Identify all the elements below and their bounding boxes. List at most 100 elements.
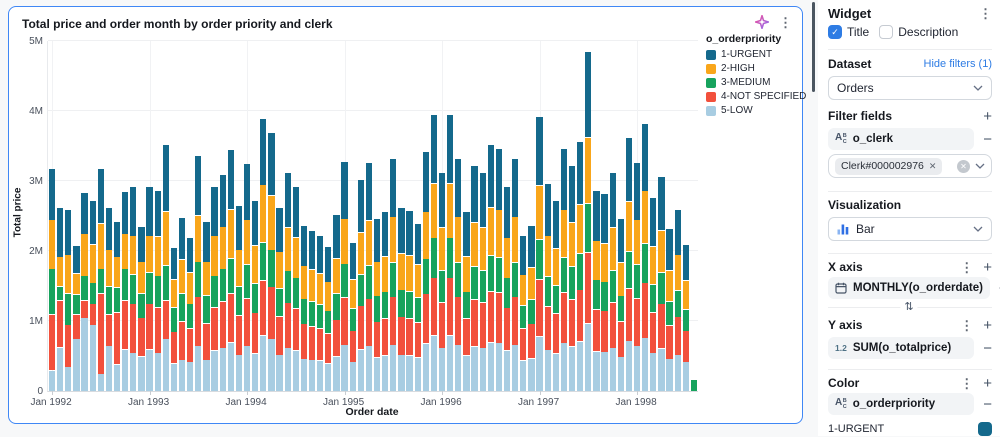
bar-segment[interactable]: [325, 247, 332, 282]
bar-segment[interactable]: [455, 345, 462, 391]
bar-segment[interactable]: [650, 312, 657, 353]
bar-segment[interactable]: [544, 306, 551, 350]
bar-segment[interactable]: [666, 359, 673, 391]
bar-segment[interactable]: [170, 332, 178, 363]
bar-segment[interactable]: [430, 335, 438, 391]
bar-segment[interactable]: [674, 317, 681, 355]
bar-segment[interactable]: [495, 292, 503, 343]
bar-segment[interactable]: [333, 293, 340, 320]
bar-segment[interactable]: [260, 118, 267, 185]
bar-segment[interactable]: [97, 269, 104, 293]
bar-segment[interactable]: [317, 304, 324, 328]
bar-segment[interactable]: [438, 348, 446, 391]
bar-segment[interactable]: [113, 365, 121, 391]
bar-segment[interactable]: [105, 286, 113, 314]
bar-segment[interactable]: [544, 276, 551, 307]
bar-segment[interactable]: [536, 239, 543, 279]
bar-segment[interactable]: [463, 256, 470, 292]
bar-segment[interactable]: [146, 187, 153, 236]
bar-segment[interactable]: [73, 246, 80, 274]
bar-segment[interactable]: [268, 339, 275, 391]
bar-segment[interactable]: [658, 177, 665, 230]
bar-segment[interactable]: [642, 338, 649, 391]
bar-segment[interactable]: [406, 291, 413, 319]
bar-segment[interactable]: [658, 230, 665, 272]
bar-segment[interactable]: [593, 280, 600, 310]
bar-segment[interactable]: [568, 166, 576, 223]
bar-segment[interactable]: [373, 262, 381, 296]
bar-segment[interactable]: [276, 252, 283, 289]
bar-segment[interactable]: [398, 208, 405, 254]
bar-segment[interactable]: [609, 173, 616, 228]
remove-color-field-icon[interactable]: −: [983, 395, 992, 413]
bar-segment[interactable]: [243, 264, 251, 298]
bar-segment[interactable]: [284, 348, 291, 391]
bar-segment[interactable]: [243, 346, 251, 391]
bar-segment[interactable]: [479, 348, 486, 391]
bar-segment[interactable]: [682, 309, 689, 331]
bar-segment[interactable]: [447, 183, 454, 238]
bar-segment[interactable]: [65, 255, 72, 293]
bar-segment[interactable]: [260, 335, 267, 391]
bar-segment[interactable]: [642, 243, 649, 283]
bar-segment[interactable]: [211, 276, 218, 307]
bar-segment[interactable]: [252, 246, 259, 284]
legend-item[interactable]: 3-MEDIUM: [706, 77, 802, 88]
bar-segment[interactable]: [430, 183, 438, 238]
bar-segment[interactable]: [341, 264, 348, 298]
y-axis-kebab-menu-icon[interactable]: ⋮: [960, 317, 974, 333]
bar-segment[interactable]: [503, 308, 511, 351]
bar-segment[interactable]: [130, 236, 137, 275]
bar-segment[interactable]: [455, 217, 462, 263]
bar-segment[interactable]: [422, 344, 429, 391]
bar-segment[interactable]: [195, 215, 202, 262]
bar-segment[interactable]: [219, 348, 226, 391]
bar-segment[interactable]: [479, 227, 486, 270]
bar-segment[interactable]: [235, 250, 243, 286]
bar-segment[interactable]: [382, 355, 389, 391]
bar-segment[interactable]: [666, 270, 673, 302]
bar-segment[interactable]: [203, 222, 210, 262]
bar-segment[interactable]: [235, 316, 243, 355]
bar-segment[interactable]: [406, 211, 413, 256]
dataset-select[interactable]: Orders: [828, 76, 992, 100]
bar-segment[interactable]: [528, 226, 535, 268]
bar-segment[interactable]: [154, 236, 161, 276]
bar-segment[interactable]: [146, 236, 153, 272]
bar-segment[interactable]: [528, 267, 535, 300]
bar-segment[interactable]: [471, 299, 478, 347]
bar-segment[interactable]: [48, 169, 56, 220]
bar-segment[interactable]: [365, 265, 373, 299]
bar-segment[interactable]: [357, 306, 364, 349]
swap-axes-icon[interactable]: ⇅: [900, 299, 918, 313]
bar-segment[interactable]: [601, 243, 608, 282]
bar-segment[interactable]: [577, 253, 584, 290]
bar-segment[interactable]: [146, 304, 153, 349]
bar-segment[interactable]: [187, 272, 194, 304]
bar-segment[interactable]: [585, 253, 592, 324]
bar-segment[interactable]: [674, 355, 681, 391]
legend-item[interactable]: 2-HIGH: [706, 63, 802, 74]
bar-segment[interactable]: [130, 353, 137, 391]
bar-segment[interactable]: [455, 297, 462, 345]
bar-segment[interactable]: [113, 288, 121, 312]
bar-segment[interactable]: [178, 360, 186, 391]
bar-segment[interactable]: [48, 370, 56, 391]
bar-segment[interactable]: [292, 278, 299, 309]
bar-segment[interactable]: [325, 311, 332, 333]
bar-segment[interactable]: [57, 257, 64, 286]
legend-item[interactable]: 5-LOW: [706, 105, 802, 116]
bar-segment[interactable]: [633, 346, 641, 391]
bar-segment[interactable]: [528, 358, 535, 391]
add-filter-field-icon[interactable]: +: [983, 107, 992, 125]
y-axis-field-pill[interactable]: 1.2 SUM(o_totalprice): [828, 337, 975, 359]
bar-segment[interactable]: [674, 290, 681, 317]
bar-segment[interactable]: [341, 219, 348, 264]
bar-segment[interactable]: [170, 248, 178, 279]
bar-segment[interactable]: [276, 288, 283, 317]
bar-segment[interactable]: [382, 318, 389, 356]
bar-segment[interactable]: [528, 324, 535, 359]
clear-all-icon[interactable]: ✕: [957, 159, 970, 173]
bar-segment[interactable]: [560, 343, 568, 391]
